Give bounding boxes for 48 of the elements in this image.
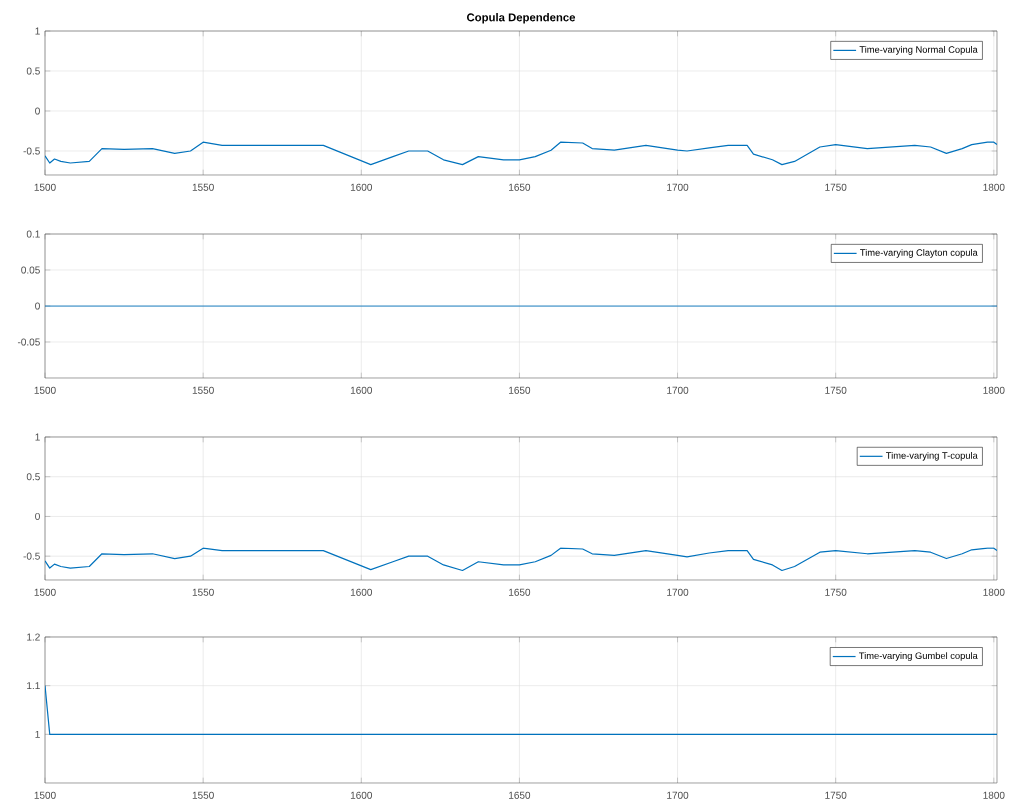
y-tick-label: 1.2: [27, 633, 40, 641]
x-tick-label: 1650: [509, 183, 531, 191]
x-tick-label: 1800: [983, 791, 1005, 799]
y-tick-label: 1.1: [27, 682, 40, 690]
x-tick-label: 1750: [825, 386, 847, 394]
y-tick-label: 0: [35, 302, 40, 310]
chart-title: Copula Dependence: [466, 13, 576, 24]
x-tick-label: 1700: [667, 386, 689, 394]
x-tick-label: 1800: [983, 588, 1005, 596]
y-tick-label: 1: [35, 433, 40, 441]
legend-label: Time-varying Normal Copula: [859, 46, 978, 55]
x-tick-label: 1550: [192, 791, 214, 799]
x-tick-label: 1600: [350, 183, 372, 191]
y-tick-label: -0.5: [23, 552, 40, 560]
x-tick-label: 1650: [509, 386, 531, 394]
y-tick-label: -0.5: [23, 147, 40, 155]
x-tick-label: 1500: [34, 183, 56, 191]
x-tick-label: 1800: [983, 386, 1005, 394]
x-tick-label: 1550: [192, 183, 214, 191]
x-tick-label: 1500: [34, 588, 56, 596]
x-tick-label: 1650: [509, 791, 531, 799]
y-tick-label: 0: [35, 107, 40, 115]
x-tick-label: 1700: [667, 791, 689, 799]
y-tick-label: 1: [35, 730, 40, 738]
x-tick-label: 1500: [34, 386, 56, 394]
y-tick-label: 0.5: [26, 67, 40, 75]
y-tick-label: 0: [35, 512, 40, 520]
y-tick-label: 1: [35, 27, 40, 35]
x-tick-label: 1550: [192, 588, 214, 596]
y-tick-label: 0.1: [26, 230, 40, 238]
legend-label: Time-varying Clayton copula: [860, 249, 978, 258]
x-tick-label: 1600: [350, 386, 372, 394]
x-tick-label: 1500: [34, 791, 56, 799]
x-tick-label: 1600: [350, 588, 372, 596]
y-tick-label: 0.05: [21, 266, 40, 274]
x-tick-label: 1650: [509, 588, 531, 596]
legend-label: Time-varying T-copula: [886, 451, 978, 461]
x-tick-label: 1550: [192, 386, 214, 394]
legend-label: Time-varying Gumbel copula: [859, 652, 978, 661]
x-tick-label: 1800: [983, 183, 1005, 191]
x-tick-label: 1750: [825, 183, 847, 191]
x-tick-label: 1600: [350, 791, 372, 799]
x-tick-label: 1700: [667, 588, 689, 596]
y-tick-label: -0.05: [17, 338, 40, 346]
x-tick-label: 1750: [825, 588, 847, 596]
x-tick-label: 1750: [825, 791, 847, 799]
y-tick-label: 0.5: [26, 473, 40, 481]
x-tick-label: 1700: [667, 183, 689, 191]
